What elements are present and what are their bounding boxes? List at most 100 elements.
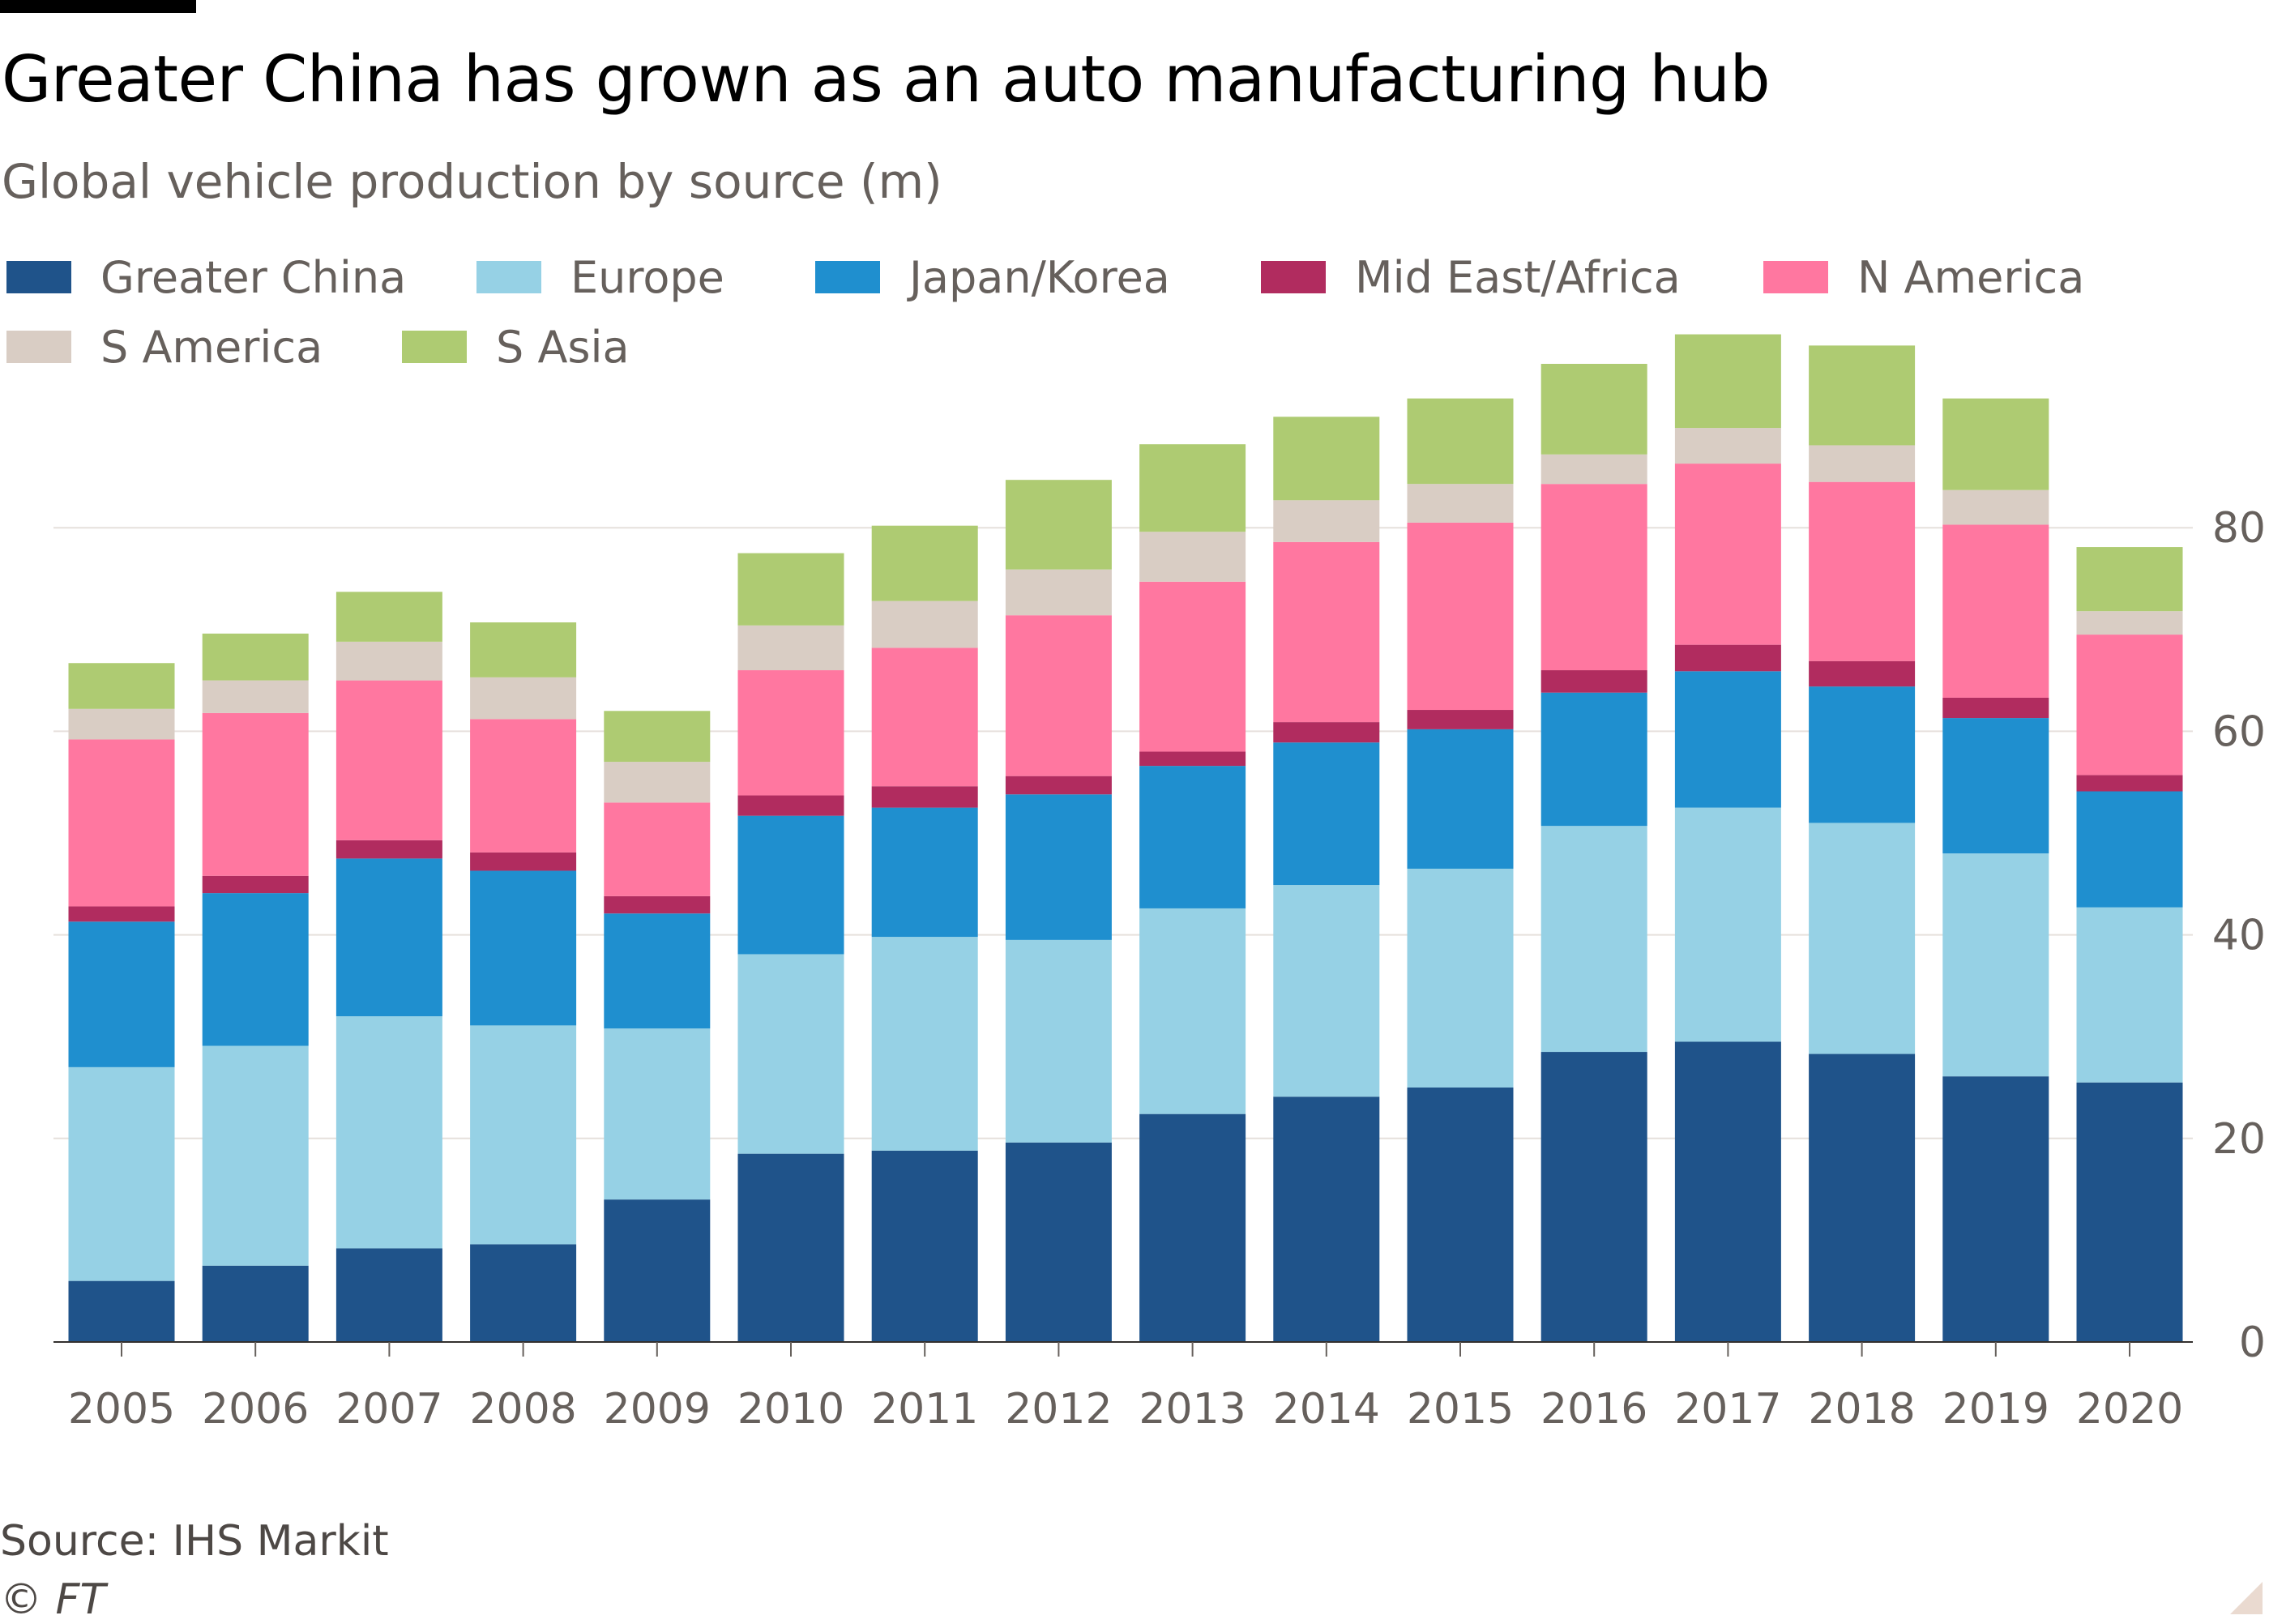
legend-item: S America: [6, 314, 323, 379]
x-tick-label: 2014: [1273, 1385, 1380, 1434]
legend-label: Japan/Korea: [909, 251, 1170, 303]
legend-swatch: [1261, 261, 1326, 293]
bar-segment: [1942, 853, 2049, 1077]
y-tick-label: 60: [2212, 707, 2266, 756]
bar-segment: [470, 1025, 577, 1245]
bar-segment: [604, 802, 711, 896]
bar-segment: [1139, 532, 1246, 582]
legend-label: S Asia: [496, 321, 630, 373]
chart-subtitle: Global vehicle production by source (m): [2, 154, 942, 209]
bar-segment: [1540, 826, 1647, 1053]
legend-label: Greater China: [100, 251, 407, 303]
bar-segment: [1407, 710, 1514, 729]
bar-segment: [1407, 729, 1514, 869]
bar-segment: [1407, 868, 1514, 1088]
bar-segment: [2076, 1082, 2183, 1342]
bar-segment: [1139, 1113, 1246, 1342]
top-accent-bar: [0, 0, 196, 13]
y-tick-label: 0: [2239, 1318, 2266, 1367]
legend-item: N America: [1763, 245, 2084, 310]
bar-segment: [1674, 464, 1781, 645]
x-tick-label: 2020: [2076, 1385, 2183, 1434]
bar-segment: [1005, 569, 1112, 616]
bar-segment: [604, 913, 711, 1029]
corner-mark: [2230, 1582, 2263, 1614]
bar-segment: [1674, 671, 1781, 808]
bar-segment: [1139, 908, 1246, 1114]
bar-segment: [1942, 489, 2049, 525]
bar-segment: [1139, 444, 1246, 532]
bar-segment: [871, 807, 978, 938]
bar-segment: [604, 895, 711, 914]
x-tick-label: 2006: [202, 1385, 309, 1434]
bar-segment: [1809, 481, 1916, 661]
legend-swatch: [402, 331, 467, 363]
bar-segment: [737, 954, 844, 1154]
bar-segment: [1273, 417, 1380, 501]
bar-segment: [335, 1016, 442, 1249]
bar-segment: [2076, 907, 2183, 1083]
bar-segment: [737, 815, 844, 955]
legend-label: S America: [100, 321, 323, 373]
legend-label: Europe: [570, 251, 724, 303]
bar-segment: [202, 712, 309, 876]
bar-segment: [1942, 718, 2049, 854]
bar-segment: [470, 622, 577, 677]
bar-segment: [68, 906, 175, 922]
bar-segment: [1005, 776, 1112, 795]
bar-segment: [1809, 1053, 1916, 1342]
bar-segment: [1273, 722, 1380, 743]
bar-segment: [470, 870, 577, 1026]
bar-segment: [871, 937, 978, 1151]
bar-segment: [1809, 660, 1916, 687]
bar-segment: [1674, 1041, 1781, 1342]
legend-item: Mid East/Africa: [1261, 245, 1681, 310]
bar-segment: [604, 762, 711, 803]
legend-label: Mid East/Africa: [1355, 251, 1681, 303]
legend-label: N America: [1857, 251, 2085, 303]
bar-segment: [68, 921, 175, 1067]
bar-segment: [2076, 547, 2183, 612]
bar-segment: [202, 875, 309, 894]
bar-segment: [871, 1150, 978, 1342]
bar-segment: [737, 670, 844, 796]
bar-segment: [68, 708, 175, 740]
x-tick-label: 2013: [1139, 1385, 1246, 1434]
bar-segment: [1139, 751, 1246, 767]
chart-title: Greater China has grown as an auto manuf…: [2, 42, 1771, 117]
bar-segment: [1942, 398, 2049, 490]
bar-segment: [1674, 334, 1781, 429]
bar-segment: [470, 852, 577, 871]
bar-segment: [871, 647, 978, 787]
bar-segment: [1809, 686, 1916, 823]
bar-segment: [2076, 635, 2183, 776]
bar-segment: [68, 1066, 175, 1281]
bar-segment: [1005, 1142, 1112, 1342]
x-tick-label: 2009: [604, 1385, 711, 1434]
bar-segment: [1942, 697, 2049, 719]
bar-segment: [2076, 611, 2183, 635]
bar-segment: [737, 1153, 844, 1342]
bar-segment: [1273, 885, 1380, 1097]
legend-swatch: [6, 261, 71, 293]
source-note: Source: IHS Markit: [0, 1517, 389, 1566]
bar-segment: [1407, 398, 1514, 485]
bar-segment: [1674, 807, 1781, 1042]
y-tick-label: 40: [2212, 912, 2266, 960]
bar-segment: [335, 680, 442, 840]
bar-segment: [1540, 454, 1647, 485]
bar-segment: [1139, 766, 1246, 908]
x-tick-label: 2005: [68, 1385, 175, 1434]
bar-segment: [604, 1199, 711, 1342]
bar-segment: [871, 786, 978, 808]
bar-segment: [335, 592, 442, 642]
x-tick-label: 2010: [737, 1385, 844, 1434]
bar-segment: [202, 1265, 309, 1342]
x-tick-label: 2007: [335, 1385, 442, 1434]
bar-segment: [1809, 345, 1916, 446]
bar-segment: [68, 739, 175, 907]
bar-segment: [335, 1248, 442, 1342]
bar-segment: [604, 1028, 711, 1200]
legend-swatch: [815, 261, 880, 293]
bar-segment: [1407, 522, 1514, 711]
